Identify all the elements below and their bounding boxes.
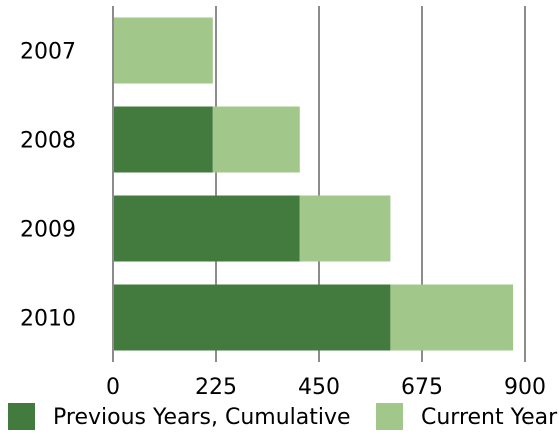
legend: Previous Years, Cumulative Current Year xyxy=(8,403,558,430)
bar-2010-series-1 xyxy=(113,284,391,351)
category-label-2008: 2008 xyxy=(20,129,76,154)
x-tick-labels: 0 225 450 675 900 xyxy=(106,375,546,400)
category-label-2007: 2007 xyxy=(20,40,76,65)
category-label-2009: 2009 xyxy=(20,218,76,243)
bar-2009-series-1 xyxy=(113,195,300,262)
bar-2010-series-2 xyxy=(390,284,514,351)
legend-label-series-2: Current Year xyxy=(421,405,558,430)
bar-2009-series-2 xyxy=(299,195,391,262)
x-tick-label-0: 0 xyxy=(106,375,120,400)
x-tick-label-900: 900 xyxy=(504,375,546,400)
category-label-2010: 2010 xyxy=(20,307,76,332)
bar-2008-series-1 xyxy=(113,106,213,173)
legend-label-series-1: Previous Years, Cumulative xyxy=(53,405,351,430)
category-labels: 2007 2008 2009 2010 xyxy=(20,40,76,332)
bars xyxy=(113,17,514,351)
legend-swatch-series-1 xyxy=(8,403,35,430)
x-tick-label-225: 225 xyxy=(195,375,237,400)
bar-2007-series-2 xyxy=(113,17,213,84)
x-tick-label-675: 675 xyxy=(401,375,443,400)
bar-2008-series-2 xyxy=(212,106,300,173)
x-tick-label-450: 450 xyxy=(298,375,340,400)
legend-swatch-series-2 xyxy=(376,403,403,430)
